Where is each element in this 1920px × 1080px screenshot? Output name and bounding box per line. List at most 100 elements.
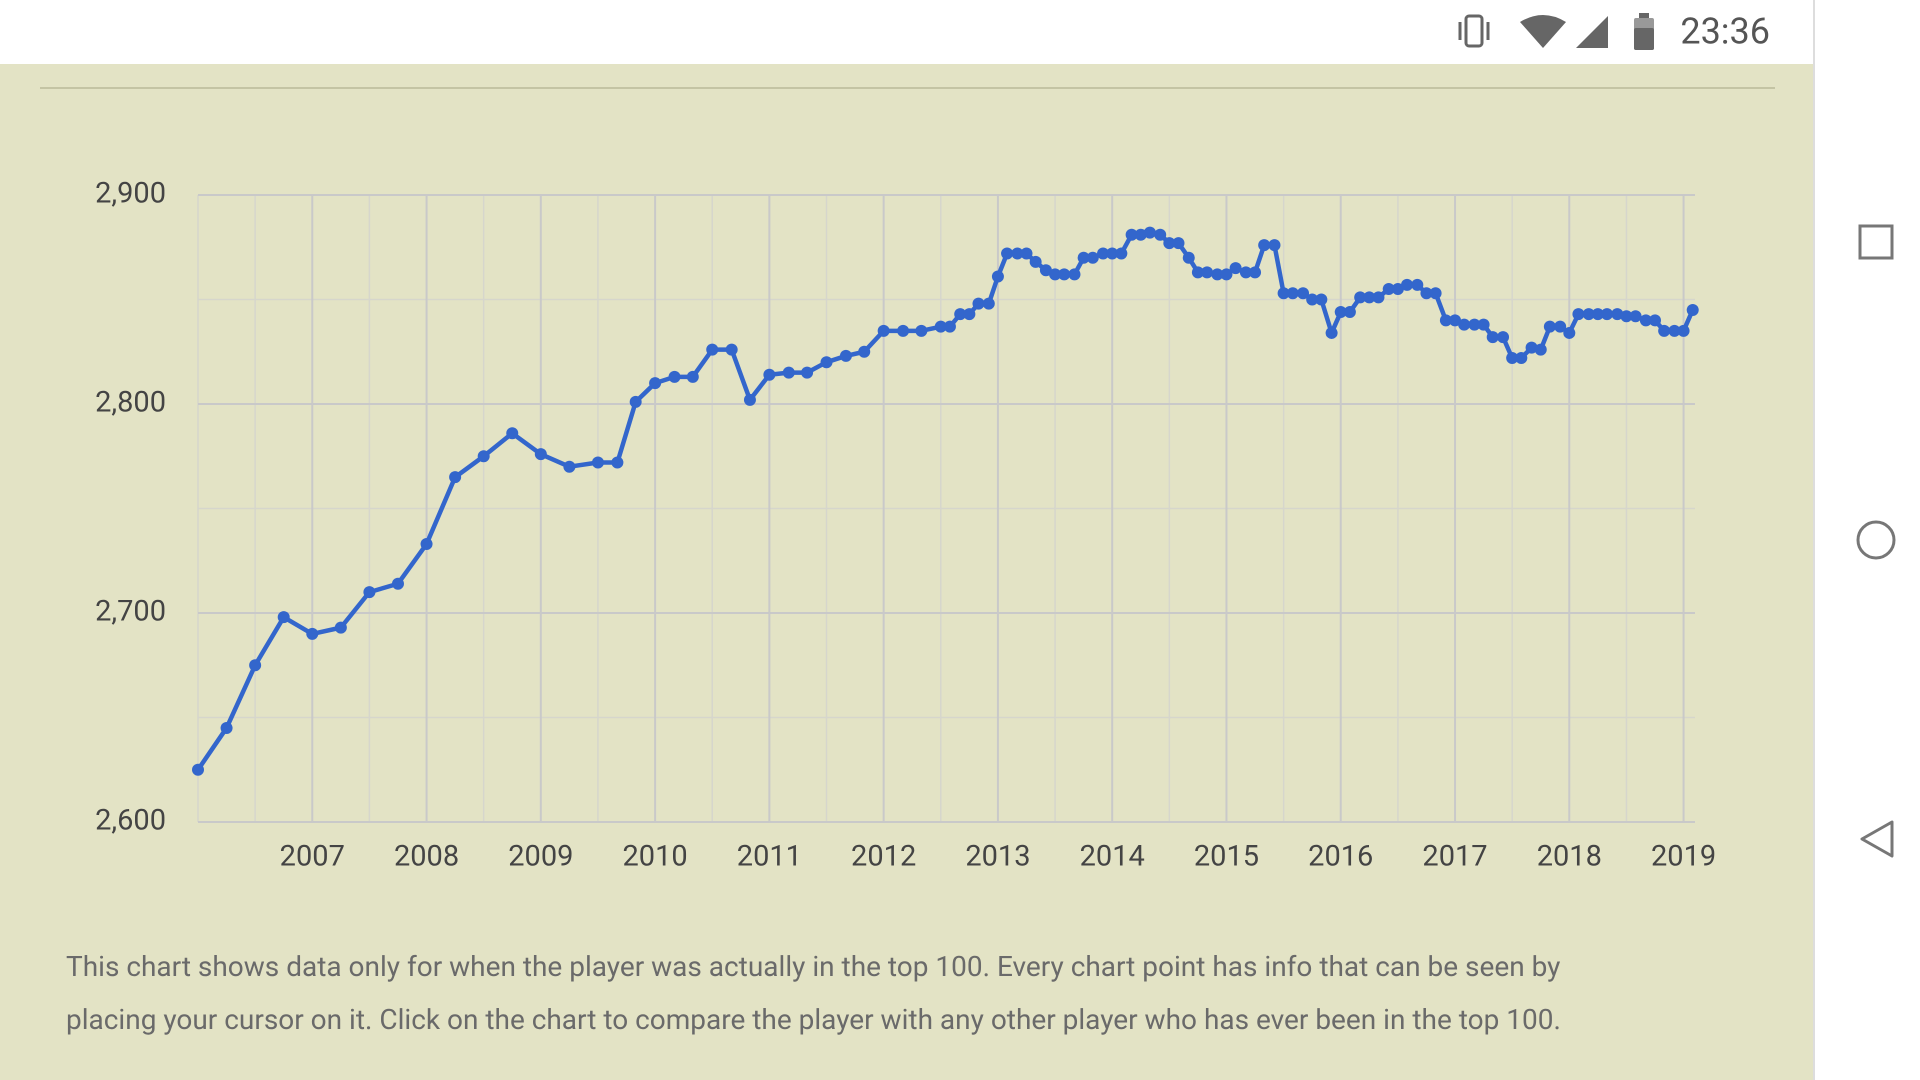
point (1543, 320, 1556, 333)
point (334, 621, 347, 634)
x-tick-label: 2010 (622, 840, 687, 874)
home-button[interactable] (1856, 520, 1896, 560)
point (1525, 341, 1538, 354)
point (1201, 266, 1214, 279)
point (1439, 314, 1452, 327)
back-button[interactable] (1860, 820, 1894, 858)
point (1306, 293, 1319, 306)
point (839, 349, 852, 362)
point (972, 297, 985, 310)
point (1506, 352, 1519, 365)
point (1086, 251, 1099, 264)
point (277, 611, 290, 624)
point (1554, 320, 1567, 333)
signal-icon (1576, 16, 1608, 48)
point (1601, 308, 1614, 321)
point (1686, 303, 1699, 316)
recents-button[interactable] (1858, 224, 1894, 260)
point (1429, 287, 1442, 300)
point (897, 324, 910, 337)
point (1058, 268, 1071, 281)
point (1668, 324, 1681, 337)
point (1191, 266, 1204, 279)
point (1068, 268, 1081, 281)
point (1515, 352, 1528, 365)
point (1125, 228, 1138, 241)
point (877, 324, 890, 337)
point (1629, 310, 1642, 323)
point (1534, 343, 1547, 356)
point (963, 308, 976, 321)
vibrate-icon (1464, 14, 1484, 48)
point (1382, 283, 1395, 296)
point (1401, 278, 1414, 291)
point (1182, 251, 1195, 264)
point (801, 366, 814, 379)
point (782, 366, 795, 379)
wifi-icon (1520, 15, 1566, 48)
caption-line: placing your cursor on it. Click on the … (66, 1003, 1561, 1036)
point (1572, 308, 1585, 321)
clock: 23:36 (1680, 11, 1770, 53)
point (1486, 331, 1499, 344)
status-icons (1458, 13, 1654, 50)
point (1134, 228, 1147, 241)
point (668, 370, 681, 383)
point (563, 460, 576, 473)
point (1039, 264, 1052, 277)
battery-cap (1639, 13, 1649, 18)
point (706, 343, 719, 356)
content-background (0, 0, 1814, 1080)
point (1258, 239, 1271, 252)
point (1639, 314, 1652, 327)
point (954, 308, 967, 321)
point (629, 395, 642, 408)
x-tick-label: 2015 (1194, 840, 1259, 874)
point (1239, 266, 1252, 279)
point (534, 448, 547, 461)
battery-level (1634, 28, 1654, 50)
x-tick-label: 2008 (394, 840, 459, 874)
point (1001, 247, 1014, 260)
point (1658, 324, 1671, 337)
x-tick-label: 2007 (280, 840, 345, 874)
x-tick-label: 2016 (1308, 840, 1373, 874)
point (1391, 283, 1404, 296)
point (982, 297, 995, 310)
point (1097, 247, 1110, 260)
point (649, 377, 662, 390)
point (391, 577, 404, 590)
caption-line: This chart shows data only for when the … (66, 950, 1560, 983)
point (1563, 326, 1576, 339)
point (1591, 308, 1604, 321)
point (1315, 293, 1328, 306)
point (1154, 228, 1167, 241)
point (858, 345, 871, 358)
point (1286, 287, 1299, 300)
point (943, 320, 956, 333)
point (743, 393, 756, 406)
point (1297, 287, 1310, 300)
point (477, 450, 490, 463)
point (1611, 308, 1624, 321)
point (591, 456, 604, 469)
point (363, 586, 376, 599)
point (1458, 318, 1471, 331)
point (1411, 278, 1424, 291)
x-tick-label: 2009 (508, 840, 573, 874)
point (1677, 324, 1690, 337)
point (991, 270, 1004, 283)
point (611, 456, 624, 469)
point (1229, 262, 1242, 275)
point (1029, 255, 1042, 268)
x-tick-label: 2011 (737, 840, 802, 874)
point (820, 356, 833, 369)
point (220, 721, 233, 734)
point (725, 343, 738, 356)
point (1420, 287, 1433, 300)
point (306, 627, 319, 640)
y-tick-label: 2,700 (95, 595, 166, 629)
point (1172, 237, 1185, 250)
